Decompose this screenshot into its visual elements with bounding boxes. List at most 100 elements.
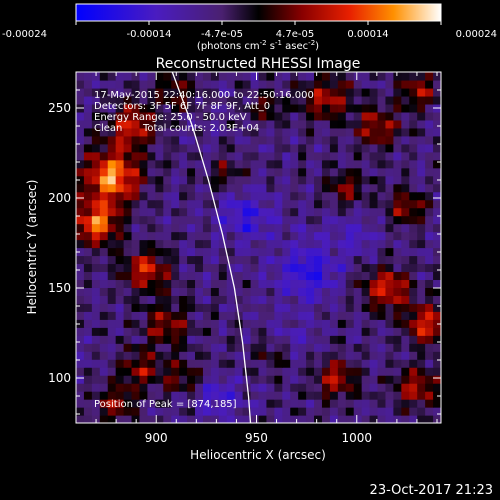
heatmap-cell [115,191,125,201]
heatmap-cell [115,159,125,169]
heatmap-cell [337,111,347,121]
heatmap-cell [361,407,371,416]
heatmap-cell [83,95,93,105]
heatmap-cell [266,375,275,384]
heatmap-cell [433,303,441,312]
heatmap-cell [76,72,85,81]
heatmap-cell [163,319,172,328]
heatmap-cell [258,279,268,288]
heatmap-cell [195,295,204,304]
heatmap-cell [306,151,315,161]
heatmap-cell [353,231,363,241]
heatmap-cell [353,367,363,376]
heatmap-cell [218,287,228,296]
heatmap-cell [83,319,93,328]
heatmap-cell [433,231,441,241]
heatmap-cell [353,247,363,257]
heatmap-cell [123,159,133,169]
heatmap-cell [409,183,418,193]
heatmap-cell [266,399,275,408]
heatmap-cell [226,151,236,161]
heatmap-cell [250,72,260,81]
heatmap-cell [91,207,101,217]
heatmap-cell [401,255,410,265]
heatmap-cell [147,159,156,169]
heatmap-cell [242,287,252,296]
heatmap-cell [139,255,149,265]
heatmap-cell [218,167,228,177]
heatmap-cell [290,199,299,209]
heatmap-cell [123,95,133,105]
heatmap-cell [91,271,101,281]
heatmap-cell [195,119,204,129]
heatmap-cell [226,359,236,368]
heatmap-cell [369,239,379,249]
heatmap-cell [107,167,117,177]
heatmap-cell [425,271,434,281]
heatmap-cell [218,247,228,257]
heatmap-cell [242,151,252,161]
heatmap-cell [345,103,355,113]
heatmap-cell [210,239,220,249]
heatmap-cell [282,391,291,400]
heatmap-cell [361,111,371,121]
heatmap-cell [361,215,371,225]
heatmap-cell [266,263,275,273]
heatmap-cell [202,79,212,89]
heatmap-cell [401,199,410,209]
heatmap-cell [123,303,133,312]
heatmap-cell [417,319,426,328]
heatmap-cell [91,263,101,273]
heatmap-cell [91,103,101,113]
heatmap-cell [401,207,410,217]
heatmap-cell [91,239,101,249]
heatmap-cell [163,327,172,336]
heatmap-cell [417,223,426,233]
heatmap-cell [425,135,434,145]
heatmap-cell [282,207,291,217]
heatmap-cell [139,343,149,352]
heatmap-cell [393,215,402,225]
heatmap-cell [425,287,434,296]
heatmap-cell [298,175,307,185]
heatmap-cell [131,111,141,121]
heatmap-cell [274,247,283,257]
heatmap-cell [99,391,109,400]
heatmap-cell [274,407,283,416]
heatmap-cell [401,103,410,113]
heatmap-cell [147,143,156,153]
heatmap-cell [377,87,387,97]
heatmap-cell [99,407,109,416]
heatmap-cell [123,79,133,89]
heatmap-cell [123,399,133,408]
heatmap-cell [425,415,434,423]
heatmap-cell [385,351,394,360]
heatmap-cell [337,207,347,217]
heatmap-cell [155,343,164,352]
heatmap-cell [337,391,347,400]
heatmap-cell [337,239,347,249]
heatmap-cell [290,415,299,423]
heatmap-cell [306,95,315,105]
heatmap-cell [298,191,307,201]
heatmap-cell [337,127,347,137]
heatmap-cell [250,263,260,273]
heatmap-cell [218,375,228,384]
heatmap-cell [345,215,355,225]
heatmap-cell [393,167,402,177]
heatmap-cell [250,223,260,233]
heatmap-cell [115,367,125,376]
heatmap-cell [139,383,149,392]
heatmap-cell [321,231,331,241]
heatmap-cell [202,367,212,376]
heatmap-cell [409,367,418,376]
heatmap-cell [187,383,196,392]
heatmap-cell [393,367,402,376]
heatmap-cell [266,383,275,392]
heatmap-cell [147,319,156,328]
heatmap-cell [425,239,434,249]
heatmap-cell [290,72,299,81]
heatmap-cell [433,383,441,392]
heatmap-cell [417,263,426,273]
